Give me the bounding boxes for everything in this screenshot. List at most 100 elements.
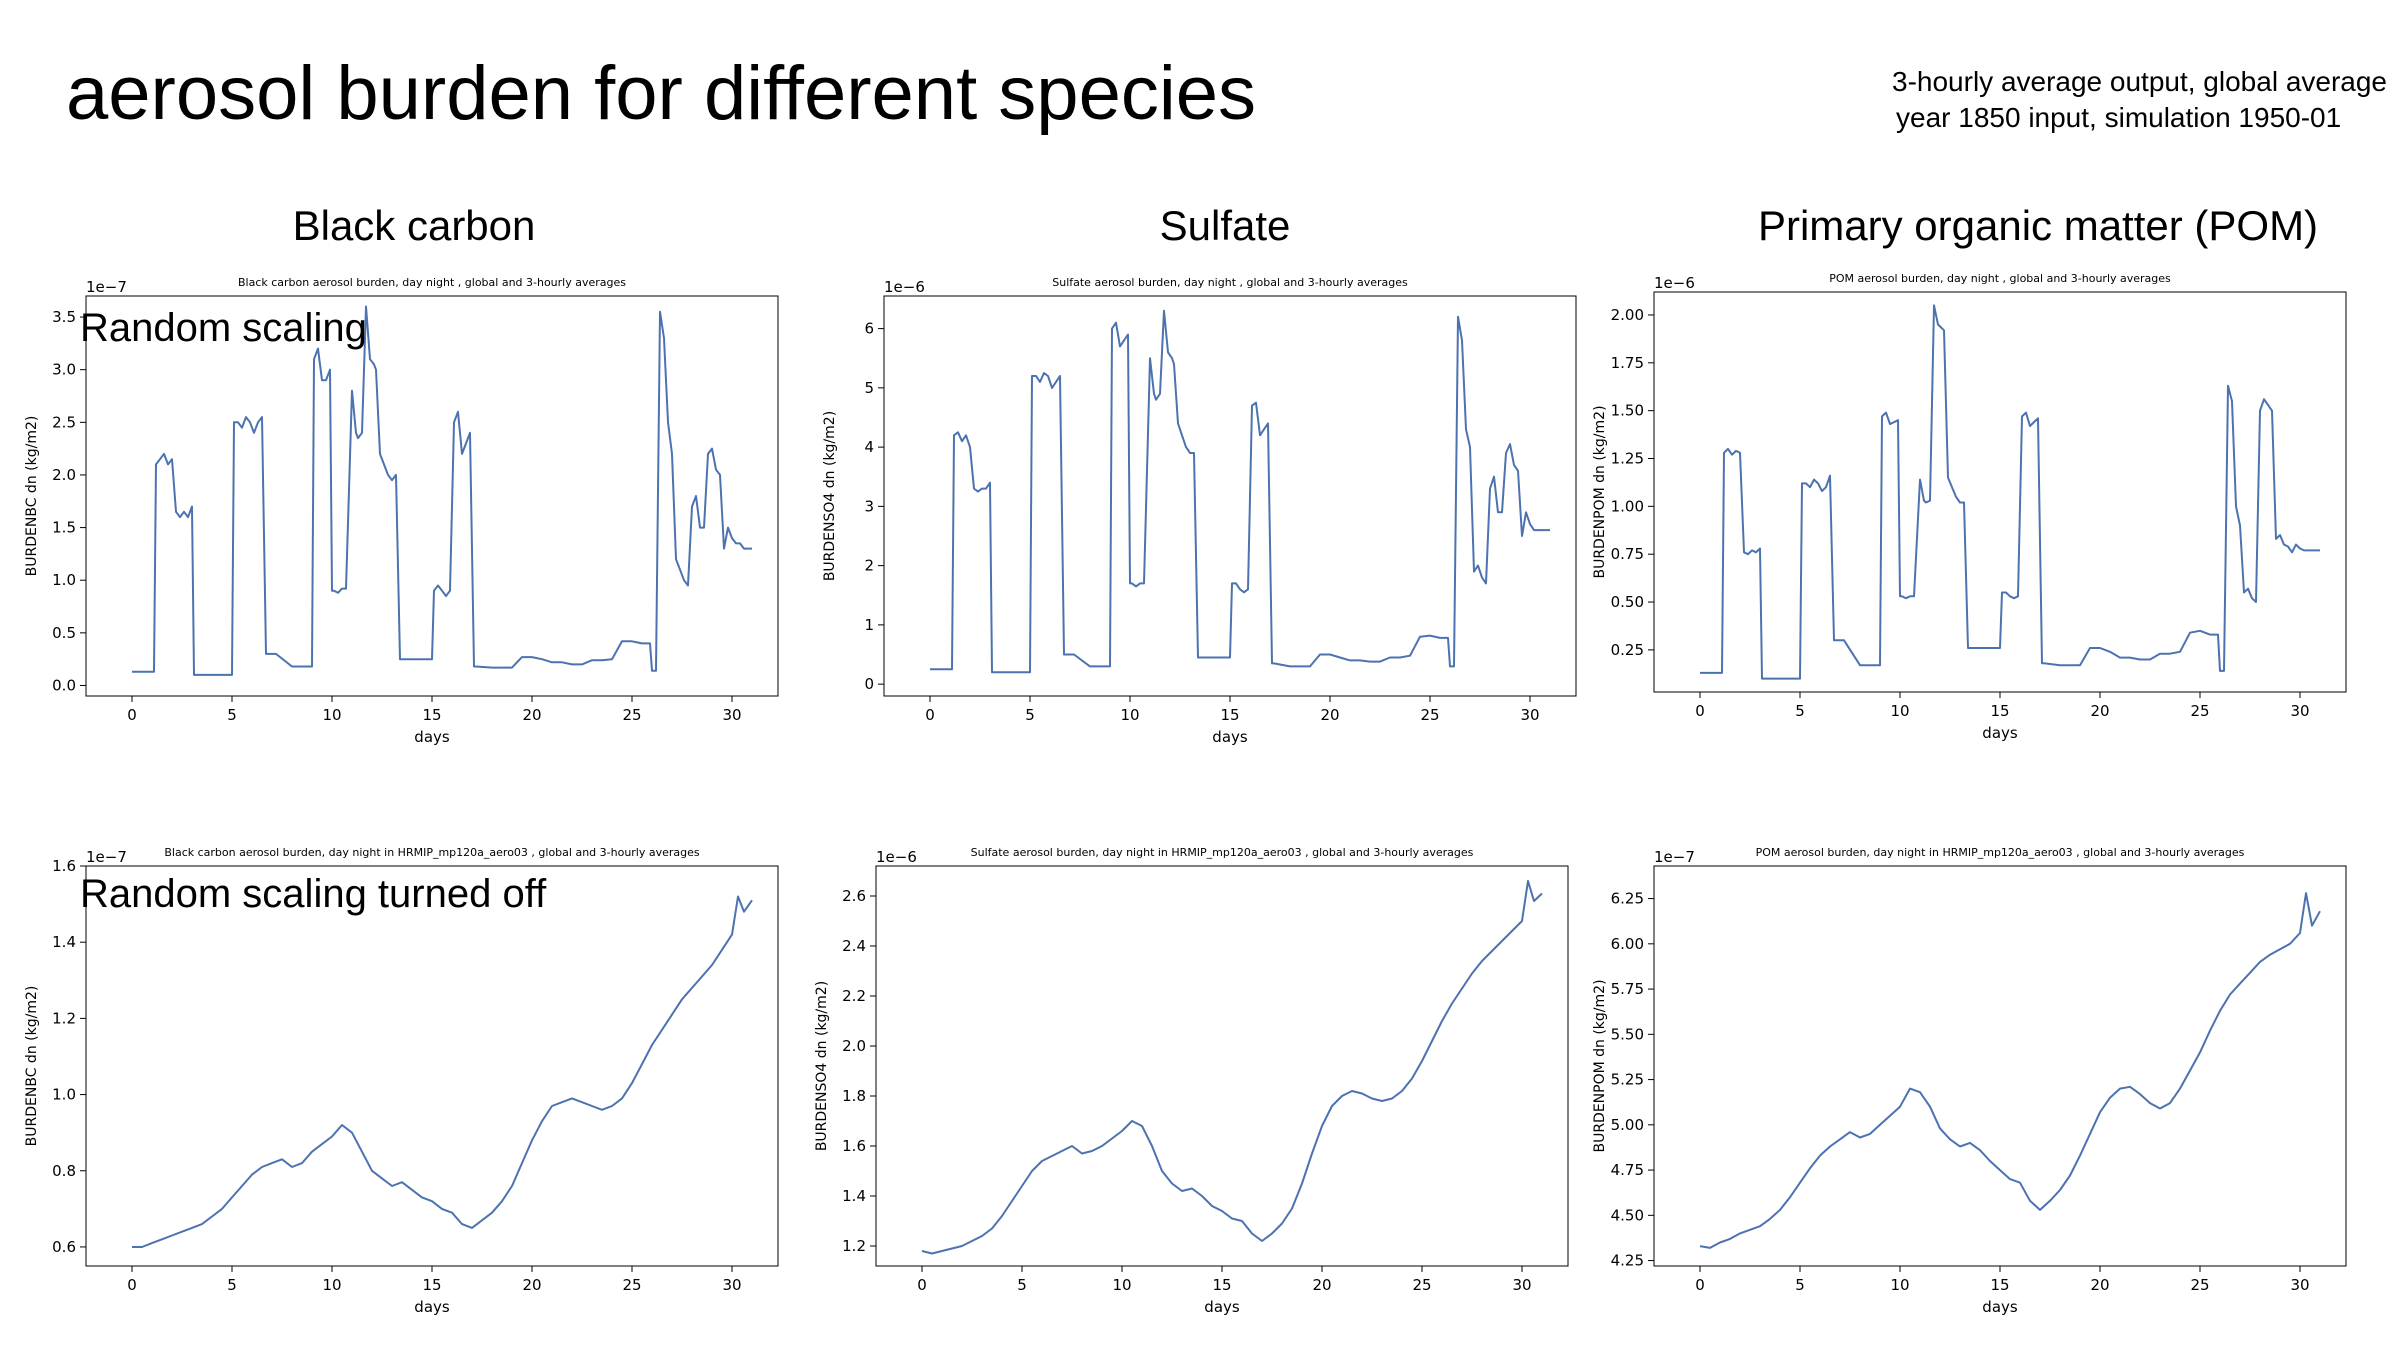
y-tick-label: 5.25 <box>1611 1071 1644 1089</box>
y-tick-label: 5.50 <box>1611 1025 1644 1043</box>
x-tick-label: 30 <box>722 1276 741 1294</box>
y-tick-label: 0 <box>864 675 874 693</box>
y-axis-label: BURDENSO4 dn (kg/m2) <box>814 981 830 1151</box>
y-tick-label: 2.4 <box>842 937 866 955</box>
y-tick-label: 1.6 <box>52 857 76 875</box>
offset-label: 1e−6 <box>876 848 917 866</box>
x-tick-label: 15 <box>422 706 441 724</box>
y-tick-label: 2.5 <box>52 413 76 431</box>
x-axis-label: days <box>414 728 450 746</box>
offset-label: 1e−7 <box>1654 848 1695 866</box>
y-tick-label: 3 <box>864 497 874 515</box>
x-axis-label: days <box>1212 728 1248 746</box>
chart-svg: Sulfate aerosol burden, day night in HRM… <box>814 846 1569 1316</box>
y-axis-label: BURDENBC dn (kg/m2) <box>24 416 40 577</box>
x-tick-label: 10 <box>1112 1276 1131 1294</box>
offset-label: 1e−6 <box>884 278 925 296</box>
x-tick-label: 30 <box>2290 1276 2309 1294</box>
x-tick-label: 15 <box>422 1276 441 1294</box>
y-tick-label: 5.75 <box>1611 980 1644 998</box>
y-tick-label: 4.75 <box>1611 1161 1644 1179</box>
y-axis-label: BURDENSO4 dn (kg/m2) <box>822 411 838 581</box>
x-tick-label: 30 <box>1512 1276 1531 1294</box>
x-tick-label: 5 <box>1795 1276 1805 1294</box>
x-tick-label: 25 <box>1420 706 1439 724</box>
y-tick-label: 1.8 <box>842 1087 866 1105</box>
y-tick-label: 0.25 <box>1611 641 1644 659</box>
y-tick-label: 1.0 <box>52 571 76 589</box>
x-tick-label: 25 <box>2190 1276 2209 1294</box>
x-tick-label: 15 <box>1220 706 1239 724</box>
y-tick-label: 0.5 <box>52 624 76 642</box>
row-label-random-scaling-off: Random scaling turned off <box>80 872 547 916</box>
x-axis-label: days <box>414 1298 450 1316</box>
y-tick-label: 1.6 <box>842 1137 866 1155</box>
chart-title: POM aerosol burden, day night , global a… <box>1829 272 2171 285</box>
offset-label: 1e−6 <box>1654 274 1695 292</box>
x-tick-label: 30 <box>722 706 741 724</box>
x-axis-label: days <box>1982 1298 2018 1316</box>
y-axis-label: BURDENPOM dn (kg/m2) <box>1592 405 1608 578</box>
y-tick-label: 1 <box>864 616 874 634</box>
plot-frame <box>875 865 1569 1267</box>
chart-svg: POM aerosol burden, day night in HRMIP_m… <box>1592 846 2347 1316</box>
x-tick-label: 5 <box>227 706 237 724</box>
plot-frame <box>1653 291 2347 693</box>
y-tick-label: 2.2 <box>842 987 866 1005</box>
y-tick-label: 0.6 <box>52 1238 76 1256</box>
x-tick-label: 15 <box>1990 1276 2009 1294</box>
x-tick-label: 5 <box>1025 706 1035 724</box>
y-tick-label: 2 <box>864 557 874 575</box>
chart-so4-random: Sulfate aerosol burden, day night , glob… <box>818 268 1588 768</box>
series-line <box>921 880 1543 1255</box>
x-tick-label: 10 <box>322 706 341 724</box>
x-tick-label: 0 <box>1695 702 1705 720</box>
chart-title: POM aerosol burden, day night in HRMIP_m… <box>1756 846 2245 859</box>
y-tick-label: 2.6 <box>842 887 866 905</box>
slide-note: 3-hourly average output, global average … <box>1892 64 2387 137</box>
x-axis-label: days <box>1204 1298 1240 1316</box>
y-tick-label: 6.00 <box>1611 935 1644 953</box>
x-tick-label: 0 <box>925 706 935 724</box>
x-tick-label: 20 <box>1320 706 1339 724</box>
y-tick-label: 4.25 <box>1611 1252 1644 1270</box>
chart-title: Sulfate aerosol burden, day night , glob… <box>1052 276 1408 289</box>
x-tick-label: 25 <box>2190 702 2209 720</box>
chart-title: Sulfate aerosol burden, day night in HRM… <box>971 846 1474 859</box>
column-header-pom: Primary organic matter (POM) <box>1757 202 2319 249</box>
y-tick-label: 1.5 <box>52 519 76 537</box>
y-tick-label: 4 <box>864 438 874 456</box>
y-tick-label: 3.5 <box>52 308 76 326</box>
y-tick-label: 1.2 <box>52 1009 76 1027</box>
y-tick-label: 4.50 <box>1611 1206 1644 1224</box>
y-tick-label: 5 <box>864 379 874 397</box>
note-line: year 1850 input, simulation 1950-01 <box>1896 102 2342 134</box>
plot-frame <box>85 865 779 1267</box>
chart-title: Black carbon aerosol burden, day night ,… <box>238 276 626 289</box>
row-label-random-scaling: Random scaling <box>80 306 367 350</box>
x-tick-label: 20 <box>522 1276 541 1294</box>
y-axis-label: BURDENPOM dn (kg/m2) <box>1592 979 1608 1152</box>
x-tick-label: 0 <box>1695 1276 1705 1294</box>
y-tick-label: 0.75 <box>1611 545 1644 563</box>
x-tick-label: 10 <box>1120 706 1139 724</box>
chart-bc-random: Black carbon aerosol burden, day night ,… <box>20 268 790 768</box>
x-tick-label: 5 <box>227 1276 237 1294</box>
column-header-black-carbon: Black carbon <box>292 202 536 249</box>
slide-title: aerosol burden for different species <box>66 51 1256 136</box>
y-tick-label: 1.00 <box>1611 497 1644 515</box>
y-tick-label: 1.4 <box>842 1187 866 1205</box>
chart-svg: Black carbon aerosol burden, day night i… <box>24 846 779 1316</box>
y-axis-label: BURDENBC dn (kg/m2) <box>24 986 40 1147</box>
x-tick-label: 10 <box>1890 1276 1909 1294</box>
x-tick-label: 20 <box>522 706 541 724</box>
x-tick-label: 20 <box>2090 1276 2109 1294</box>
chart-so4-fixed: Sulfate aerosol burden, day night in HRM… <box>810 838 1580 1338</box>
y-tick-label: 0.0 <box>52 676 76 694</box>
chart-title: Black carbon aerosol burden, day night i… <box>164 846 700 859</box>
plot-frame <box>883 295 1577 697</box>
x-tick-label: 0 <box>127 706 137 724</box>
chart-bc-fixed: Black carbon aerosol burden, day night i… <box>20 838 790 1338</box>
x-tick-label: 10 <box>322 1276 341 1294</box>
y-tick-label: 6 <box>864 320 874 338</box>
